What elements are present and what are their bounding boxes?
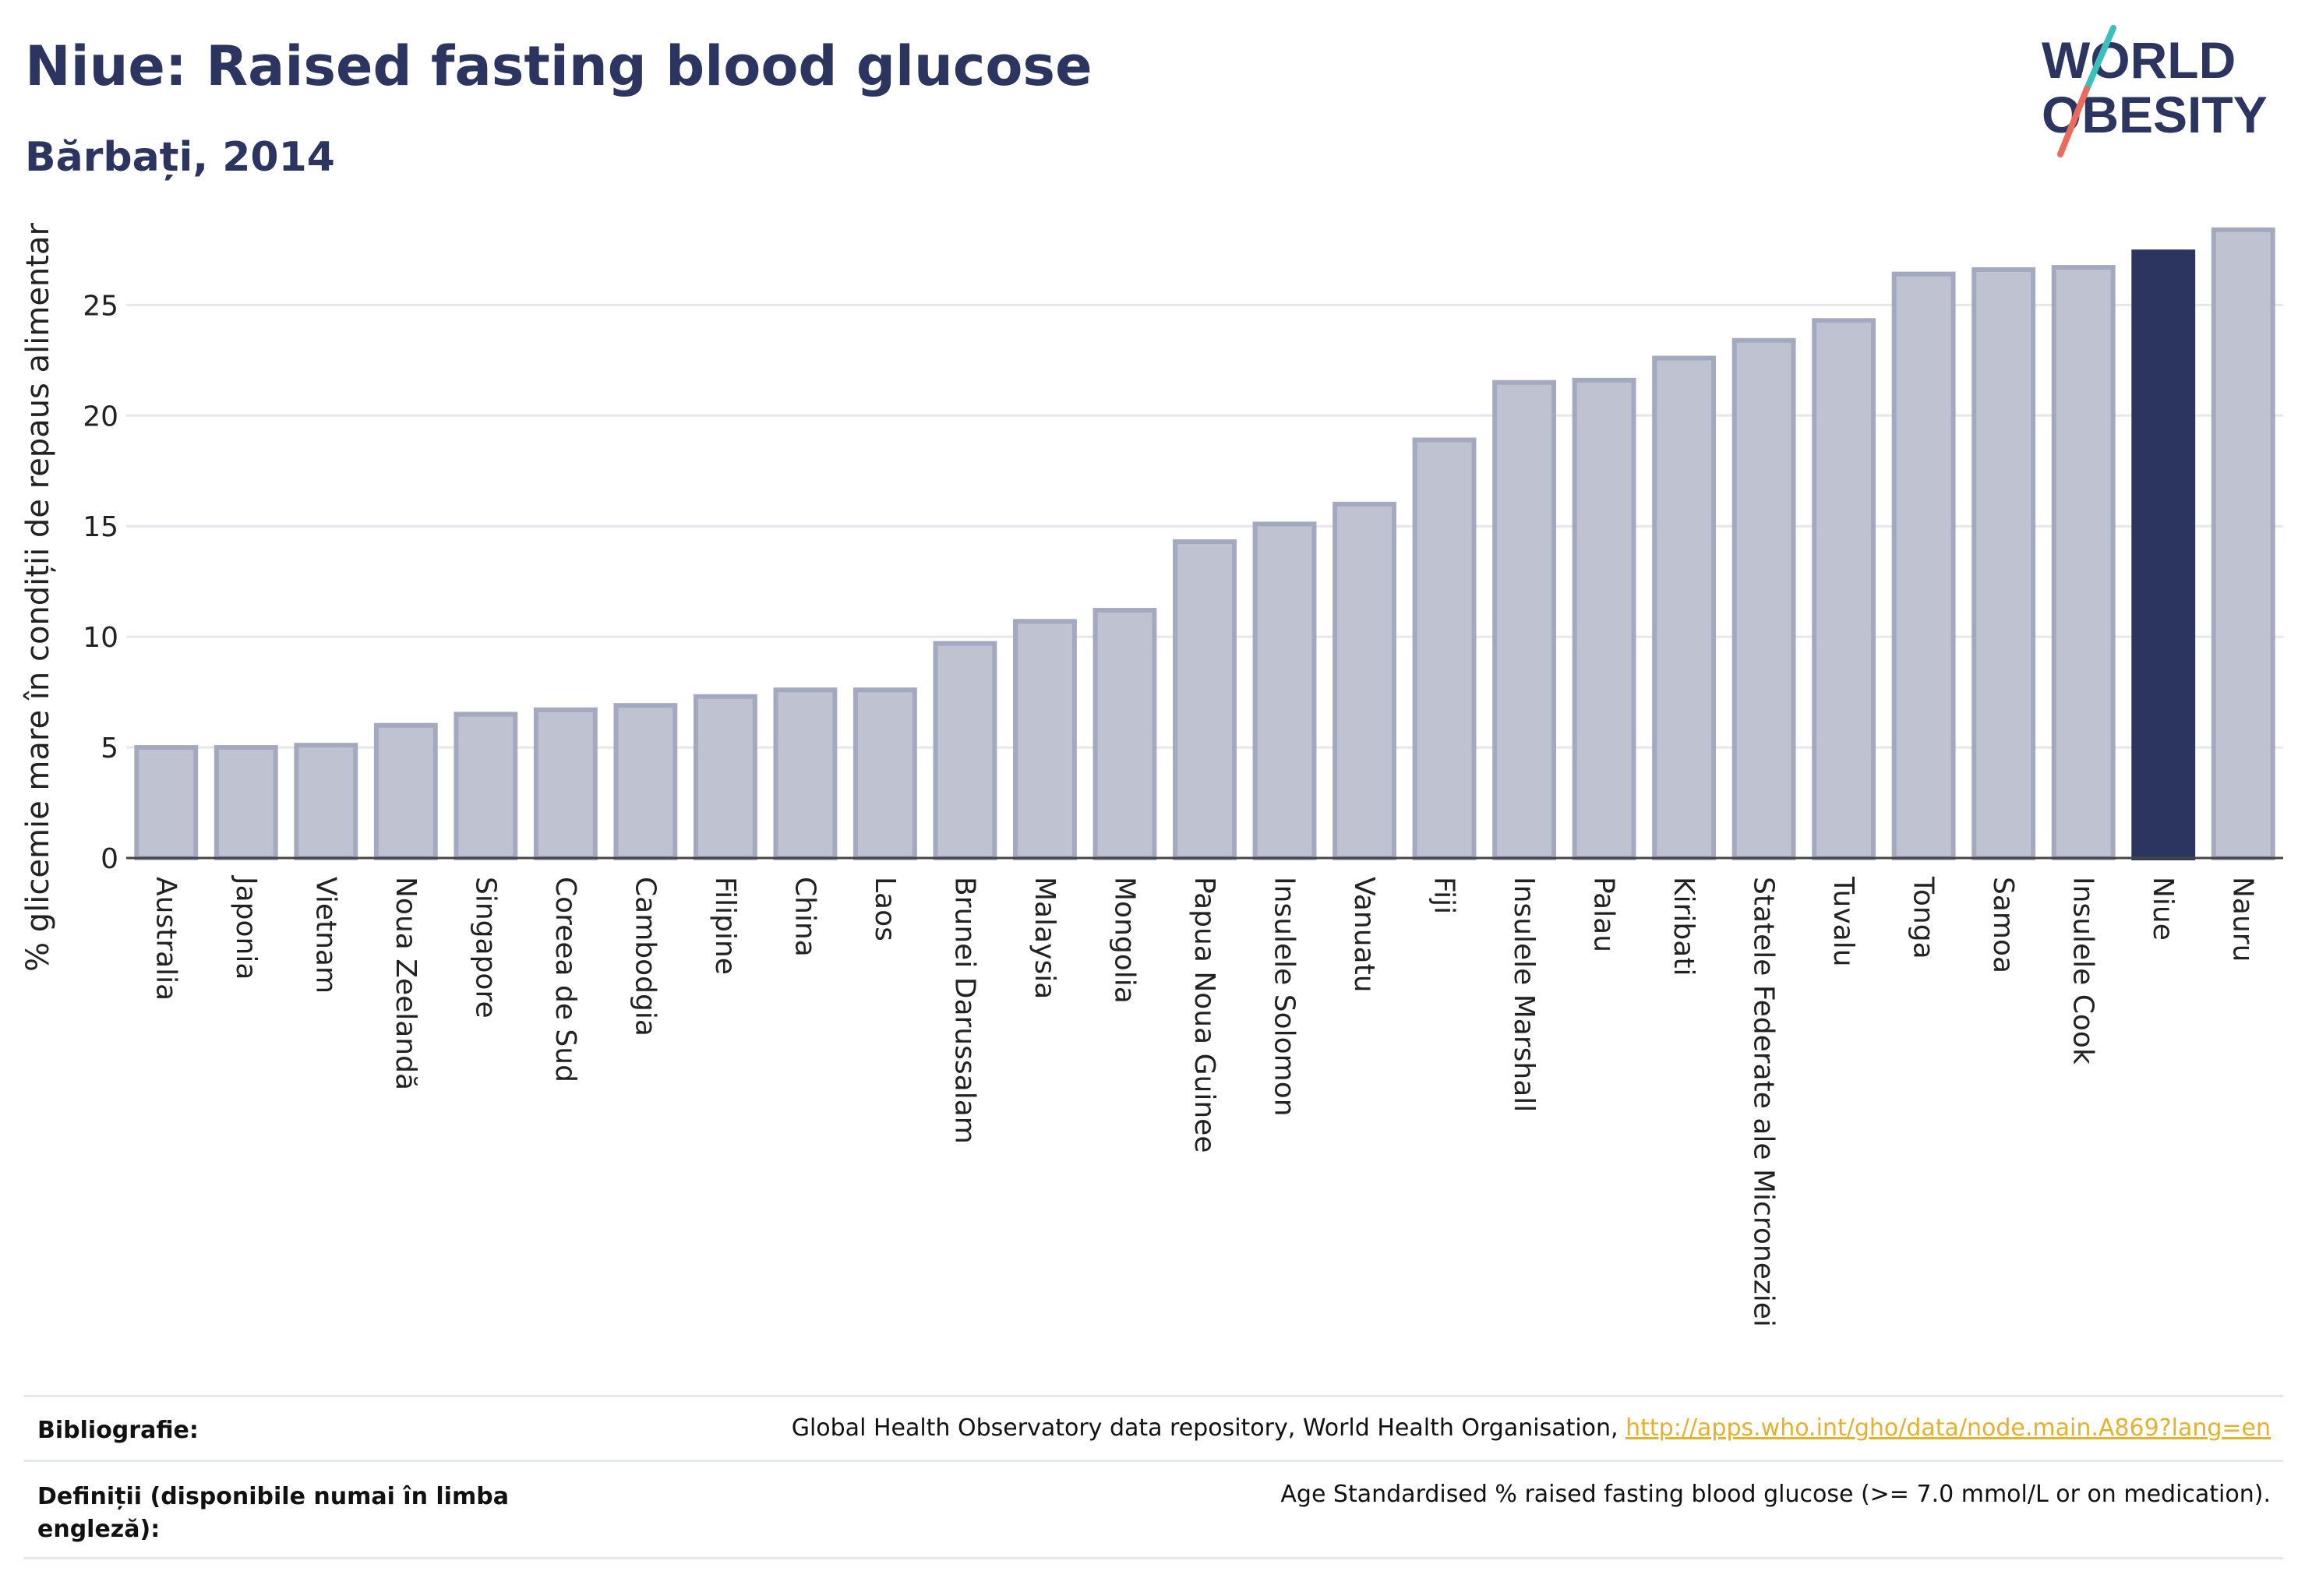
x-tick-label: Palau [1588,877,1620,952]
x-tick-label: Vietnam [309,877,341,994]
x-tick-label: Cambodgia [629,877,661,1036]
x-tick-label: Nauru [2227,877,2259,962]
x-tick-label: Statele Federate ale Microneziei [1748,877,1780,1327]
y-tick-label: 0 [101,843,118,875]
logo-slash-coral [2057,86,2090,157]
y-tick-label: 5 [101,733,118,764]
bar [294,743,358,860]
x-tick-label: Tuvalu [1827,876,1859,967]
bibliography-link[interactable]: http://apps.who.int/gho/data/node.main.A… [1626,1414,2271,1442]
x-tick-label: Laos [869,877,901,941]
bar [613,703,678,860]
x-tick-label: Australia [150,877,182,1001]
bar [1971,267,2036,860]
x-tick-label: Singapore [469,877,501,1019]
x-tick-label: Coreea de Sud [549,877,581,1082]
bar [1492,380,1557,860]
bibliography-text: Global Health Observatory data repositor… [791,1414,1618,1442]
y-tick-label: 20 [83,401,118,433]
chart-title: Niue: Raised fasting blood glucose [25,34,1092,98]
definitions-label: Definiții (disponibile numai în limba en… [37,1483,509,1543]
x-tick-label: Japonia [230,875,262,980]
y-tick-label: 25 [83,290,118,322]
bar [373,722,438,860]
x-tick-label: Kiribati [1668,877,1700,976]
bar [134,745,199,861]
x-tick-label: Vanuatu [1348,877,1380,993]
x-tick-label: Noua Zeelandă [390,877,422,1090]
bar [852,687,917,860]
y-tick-label: 15 [83,511,118,543]
bar [1572,377,1636,860]
logo-text-world: WORLD [2042,31,2236,89]
x-tick-label: Papua Noua Guinee [1188,877,1220,1153]
bar [2211,227,2275,860]
bar [1412,437,1477,860]
bibliography-label: Bibliografie: [37,1417,199,1444]
bar-highlight [2131,249,2196,860]
logo-slash-teal [2084,25,2116,92]
footer-bibliography-row: Bibliografie: Global Health Observatory … [23,1414,2283,1453]
bar [1652,355,1717,861]
x-tick-label: Insulele Marshall [1508,877,1540,1112]
bibliography-value: Global Health Observatory data repositor… [792,1414,2271,1442]
bars [134,227,2275,861]
world-obesity-logo: WORLD OBESITY [2042,25,2268,157]
y-axis-label: % glicemie mare în condiții de repaus al… [20,223,56,972]
x-tick-label: Tonga [1908,876,1940,959]
footer-divider [23,1460,2283,1462]
footer-divider [23,1395,2283,1397]
bar [1013,619,1077,861]
bar [1731,337,1796,860]
bar [1891,271,1956,860]
bar [1092,608,1157,861]
bar [1333,501,1396,861]
x-tick-label: Niue [2147,877,2179,941]
bar [2051,265,2116,860]
x-tick-label: Fiji [1428,877,1460,914]
x-tick-label: Filipine [709,877,741,975]
definitions-value: Age Standardised % raised fasting blood … [1280,1481,2271,1508]
x-tick-label: China [789,877,821,957]
bar [773,687,838,860]
bar [933,641,997,860]
bar [1812,318,1876,860]
bar [454,711,518,860]
bar [533,707,598,860]
bar [1173,539,1237,860]
footer-definitions-row: Definiții (disponibile numai în limba en… [23,1481,2283,1551]
x-tick-label: Insulele Solomon [1269,877,1301,1117]
x-tick-label: Brunei Darussalam [948,877,980,1144]
chart-subtitle: Bărbați, 2014 [25,134,335,181]
bar [214,745,278,861]
footer-divider [23,1557,2283,1559]
bar [1252,521,1317,861]
x-tick-label: Malaysia [1029,877,1061,999]
x-tick-label: Samoa [1987,877,2019,973]
bar-chart: 0 5 10 15 20 25 Australia Japonia Vietnam Noua Ze… [20,223,2283,1327]
bar [693,694,757,861]
x-tick-label: Mongolia [1108,877,1140,1004]
y-tick-label: 10 [83,622,118,654]
axis-labels: 0 5 10 15 20 25 Australia Japonia Vietnam Noua Ze… [20,223,2259,1327]
x-tick-label: Insulele Cook [2067,877,2099,1065]
